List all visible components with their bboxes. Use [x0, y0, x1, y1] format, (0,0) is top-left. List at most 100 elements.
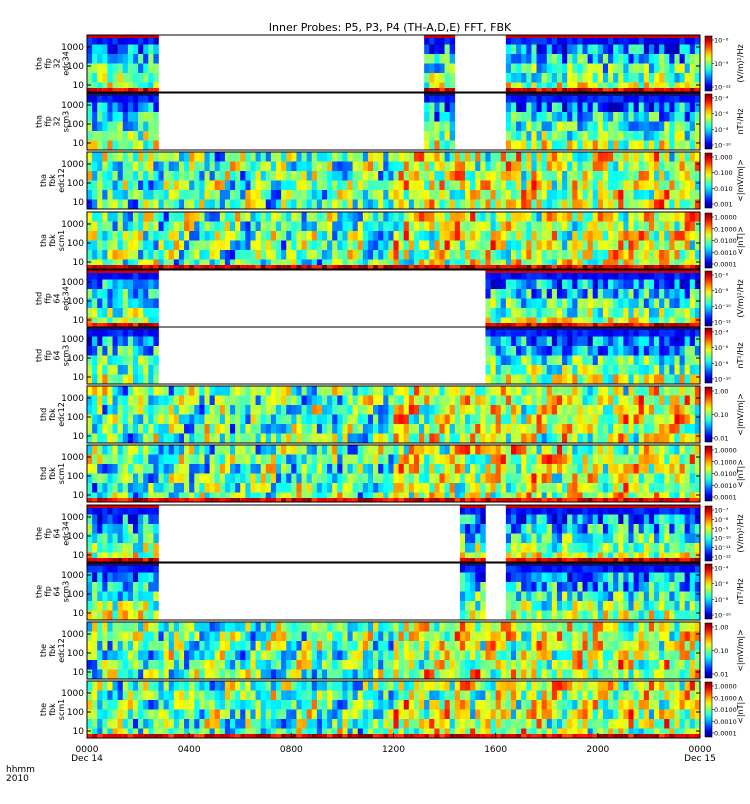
spectrogram-cell — [628, 112, 633, 122]
spectrogram-cell — [547, 112, 552, 122]
spectrogram-cell — [583, 434, 588, 444]
spectrogram-cell — [485, 424, 490, 434]
spectrogram-cell — [250, 190, 255, 200]
spectrogram-cell — [240, 474, 245, 484]
spectrogram-cell — [113, 424, 118, 434]
spectrogram-cell — [634, 474, 639, 484]
spectrogram-cell — [552, 289, 557, 299]
spectrogram-cell — [419, 162, 424, 172]
spectrogram-cell — [286, 190, 291, 200]
spectrogram-cell — [414, 445, 419, 455]
spectrogram-cell — [506, 424, 511, 434]
spectrogram-cell — [429, 396, 434, 406]
spectrogram-cell — [143, 464, 148, 474]
spectrogram-cell — [562, 200, 567, 210]
spectrogram-cell — [526, 365, 531, 375]
spectrogram-cell — [220, 152, 225, 162]
spectrogram-cell — [669, 424, 674, 434]
spectrogram-cell — [353, 405, 358, 415]
spectrogram-cell — [118, 337, 123, 347]
spectrogram-cell — [664, 171, 669, 181]
spectrogram-cell — [506, 131, 511, 141]
spectrogram-cell — [506, 405, 511, 415]
spectrogram-cell — [593, 299, 598, 309]
low-frequency-band — [552, 498, 557, 502]
spectrogram-cell — [511, 190, 516, 200]
spectrogram-cell — [312, 434, 317, 444]
spectrogram-cell — [628, 231, 633, 241]
spectrogram-cell — [450, 112, 455, 122]
spectrogram-cell — [685, 222, 690, 232]
spectrogram-cell — [491, 346, 496, 356]
spectrogram-cell — [531, 455, 536, 465]
low-frequency-band — [189, 498, 194, 502]
spectrogram-cell — [547, 54, 552, 64]
spectrogram-cell — [118, 299, 123, 309]
spectrogram-cell — [470, 483, 475, 493]
spectrogram-cell — [225, 434, 230, 444]
spectrogram-cell — [664, 337, 669, 347]
spectrogram-cell — [87, 181, 92, 191]
spectrogram-cell — [588, 212, 593, 222]
spectrogram-cell — [148, 464, 153, 474]
spectrogram-cell — [373, 415, 378, 425]
spectrogram-cell — [87, 64, 92, 74]
spectrogram-cell — [598, 131, 603, 141]
spectrogram-cell — [235, 152, 240, 162]
spectrogram-cell — [153, 356, 158, 366]
spectrogram-cell — [409, 231, 414, 241]
spectrogram-cell — [680, 299, 685, 309]
spectrogram-cell — [480, 405, 485, 415]
spectrogram-cell — [399, 415, 404, 425]
low-frequency-band — [302, 498, 307, 502]
spectrogram-cell — [107, 112, 112, 122]
spectrogram-cell — [649, 131, 654, 141]
low-frequency-band — [598, 323, 603, 327]
spectrogram-cell — [577, 280, 582, 290]
spectrogram-cell — [511, 162, 516, 172]
spectrogram-cell — [210, 190, 215, 200]
spectrogram-cell — [353, 181, 358, 191]
spectrogram-cell — [189, 455, 194, 465]
low-frequency-band — [424, 498, 429, 502]
spectrogram-cell — [281, 152, 286, 162]
spectrogram-cell — [363, 200, 368, 210]
spectrogram-cell — [659, 445, 664, 455]
spectrogram-cell — [276, 386, 281, 396]
spectrogram-cell — [542, 222, 547, 232]
spectrogram-cell — [215, 200, 220, 210]
spectrogram-cell — [133, 365, 138, 375]
spectrogram-cell — [123, 375, 128, 385]
spectrogram-cell — [368, 445, 373, 455]
spectrogram-cell — [659, 365, 664, 375]
spectrogram-cell — [639, 365, 644, 375]
spectrogram-cell — [184, 396, 189, 406]
low-frequency-band — [97, 88, 102, 92]
spectrogram-cell — [639, 231, 644, 241]
spectrogram-cell — [460, 222, 465, 232]
low-frequency-band — [302, 265, 307, 269]
spectrogram-cell — [598, 73, 603, 83]
colorbar-tick-label: 10⁻¹⁰ — [714, 142, 731, 150]
spectrogram-cell — [434, 250, 439, 260]
spectrogram-cell — [572, 464, 577, 474]
spectrogram-cell — [644, 365, 649, 375]
spectrogram-cell — [327, 250, 332, 260]
spectrogram-cell — [102, 241, 107, 251]
spectrogram-cell — [97, 112, 102, 122]
spectrogram-cell — [634, 346, 639, 356]
spectrogram-cell — [674, 103, 679, 113]
spectrogram-cell — [92, 181, 97, 191]
spectrogram-cell — [97, 162, 102, 172]
spectrogram-cell — [654, 375, 659, 385]
spectrogram-cell — [659, 455, 664, 465]
spectrogram-cell — [680, 162, 685, 172]
spectrogram-cell — [623, 356, 628, 366]
spectrogram-cell — [113, 405, 118, 415]
spectrogram-cell — [143, 231, 148, 241]
spectrogram-cell — [291, 415, 296, 425]
spectrogram-cell — [516, 190, 521, 200]
low-frequency-band — [383, 498, 388, 502]
spectrogram-cell — [664, 112, 669, 122]
low-frequency-band — [87, 498, 92, 502]
